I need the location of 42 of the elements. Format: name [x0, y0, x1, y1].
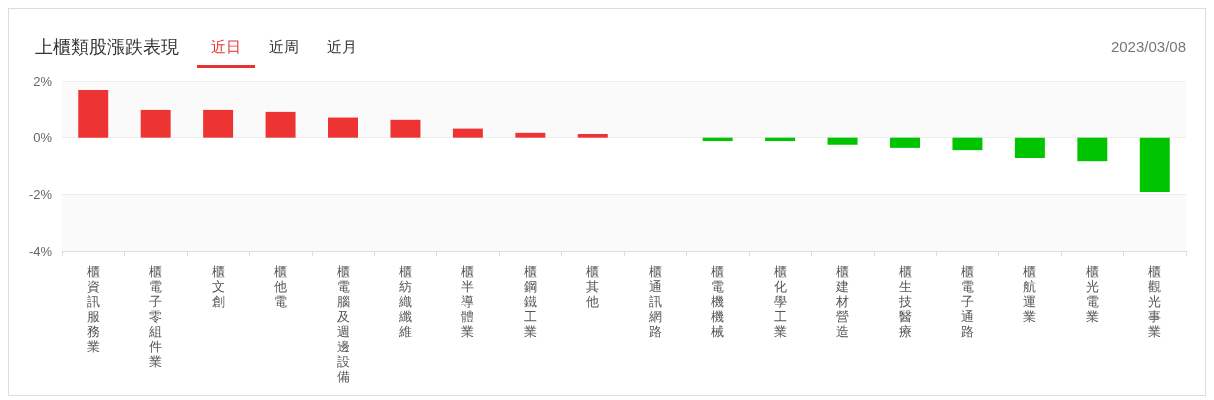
bar	[1139, 137, 1170, 193]
x-tick-label: 櫃文創	[211, 264, 225, 309]
x-tick-label: 櫃鋼鐵工業	[523, 264, 537, 339]
y-tick-label: -4%	[28, 243, 53, 259]
bar	[890, 137, 920, 148]
x-tick-label: 櫃化學工業	[773, 264, 787, 339]
x-tick-label: 櫃航運業	[1023, 264, 1037, 324]
bar	[203, 109, 234, 138]
x-tick-label: 櫃資訊服務業	[86, 264, 100, 354]
bar	[140, 109, 171, 138]
x-tick-label: 櫃觀光事業	[1148, 264, 1162, 339]
y-tick-label: -2%	[28, 186, 53, 202]
x-tick-label: 櫃電腦及週邊設備	[336, 264, 350, 384]
text: 近周	[268, 38, 300, 57]
bar	[952, 137, 983, 151]
bar	[1077, 137, 1108, 162]
x-tick-label: 櫃電機機械	[711, 264, 725, 339]
y-tick-label: 2%	[33, 73, 53, 89]
x-tick-label: 櫃其他	[586, 264, 600, 309]
bar	[328, 117, 358, 138]
bar	[265, 111, 296, 138]
bar	[452, 128, 483, 138]
x-tick-label: 櫃電子零組件業	[148, 264, 163, 369]
bar	[577, 133, 608, 138]
x-tick-label: 櫃電子通路	[960, 264, 974, 339]
x-tick-label: 櫃光電業	[1085, 264, 1099, 324]
bar	[78, 90, 109, 138]
x-tick-label: 櫃建材營造	[835, 264, 850, 339]
x-tick-label: 櫃半導體業	[461, 264, 475, 339]
text: 近日	[210, 38, 242, 57]
chart-subtitle: 2023/03/08	[1110, 37, 1186, 57]
text: 近月	[326, 38, 358, 57]
x-tick-label: 櫃他電	[274, 264, 288, 309]
x-tick-label: 櫃通訊網路	[647, 264, 662, 339]
x-tick-label: 櫃紡織纖維	[397, 264, 412, 339]
bar	[390, 119, 421, 138]
chart-title: 上櫃類股漲跌表現	[35, 36, 179, 58]
y-tick-label: 0%	[33, 130, 53, 146]
bar	[1014, 137, 1045, 159]
x-tick-label: 櫃生技醫療	[897, 264, 912, 339]
bar	[827, 137, 858, 145]
bar	[515, 132, 546, 138]
